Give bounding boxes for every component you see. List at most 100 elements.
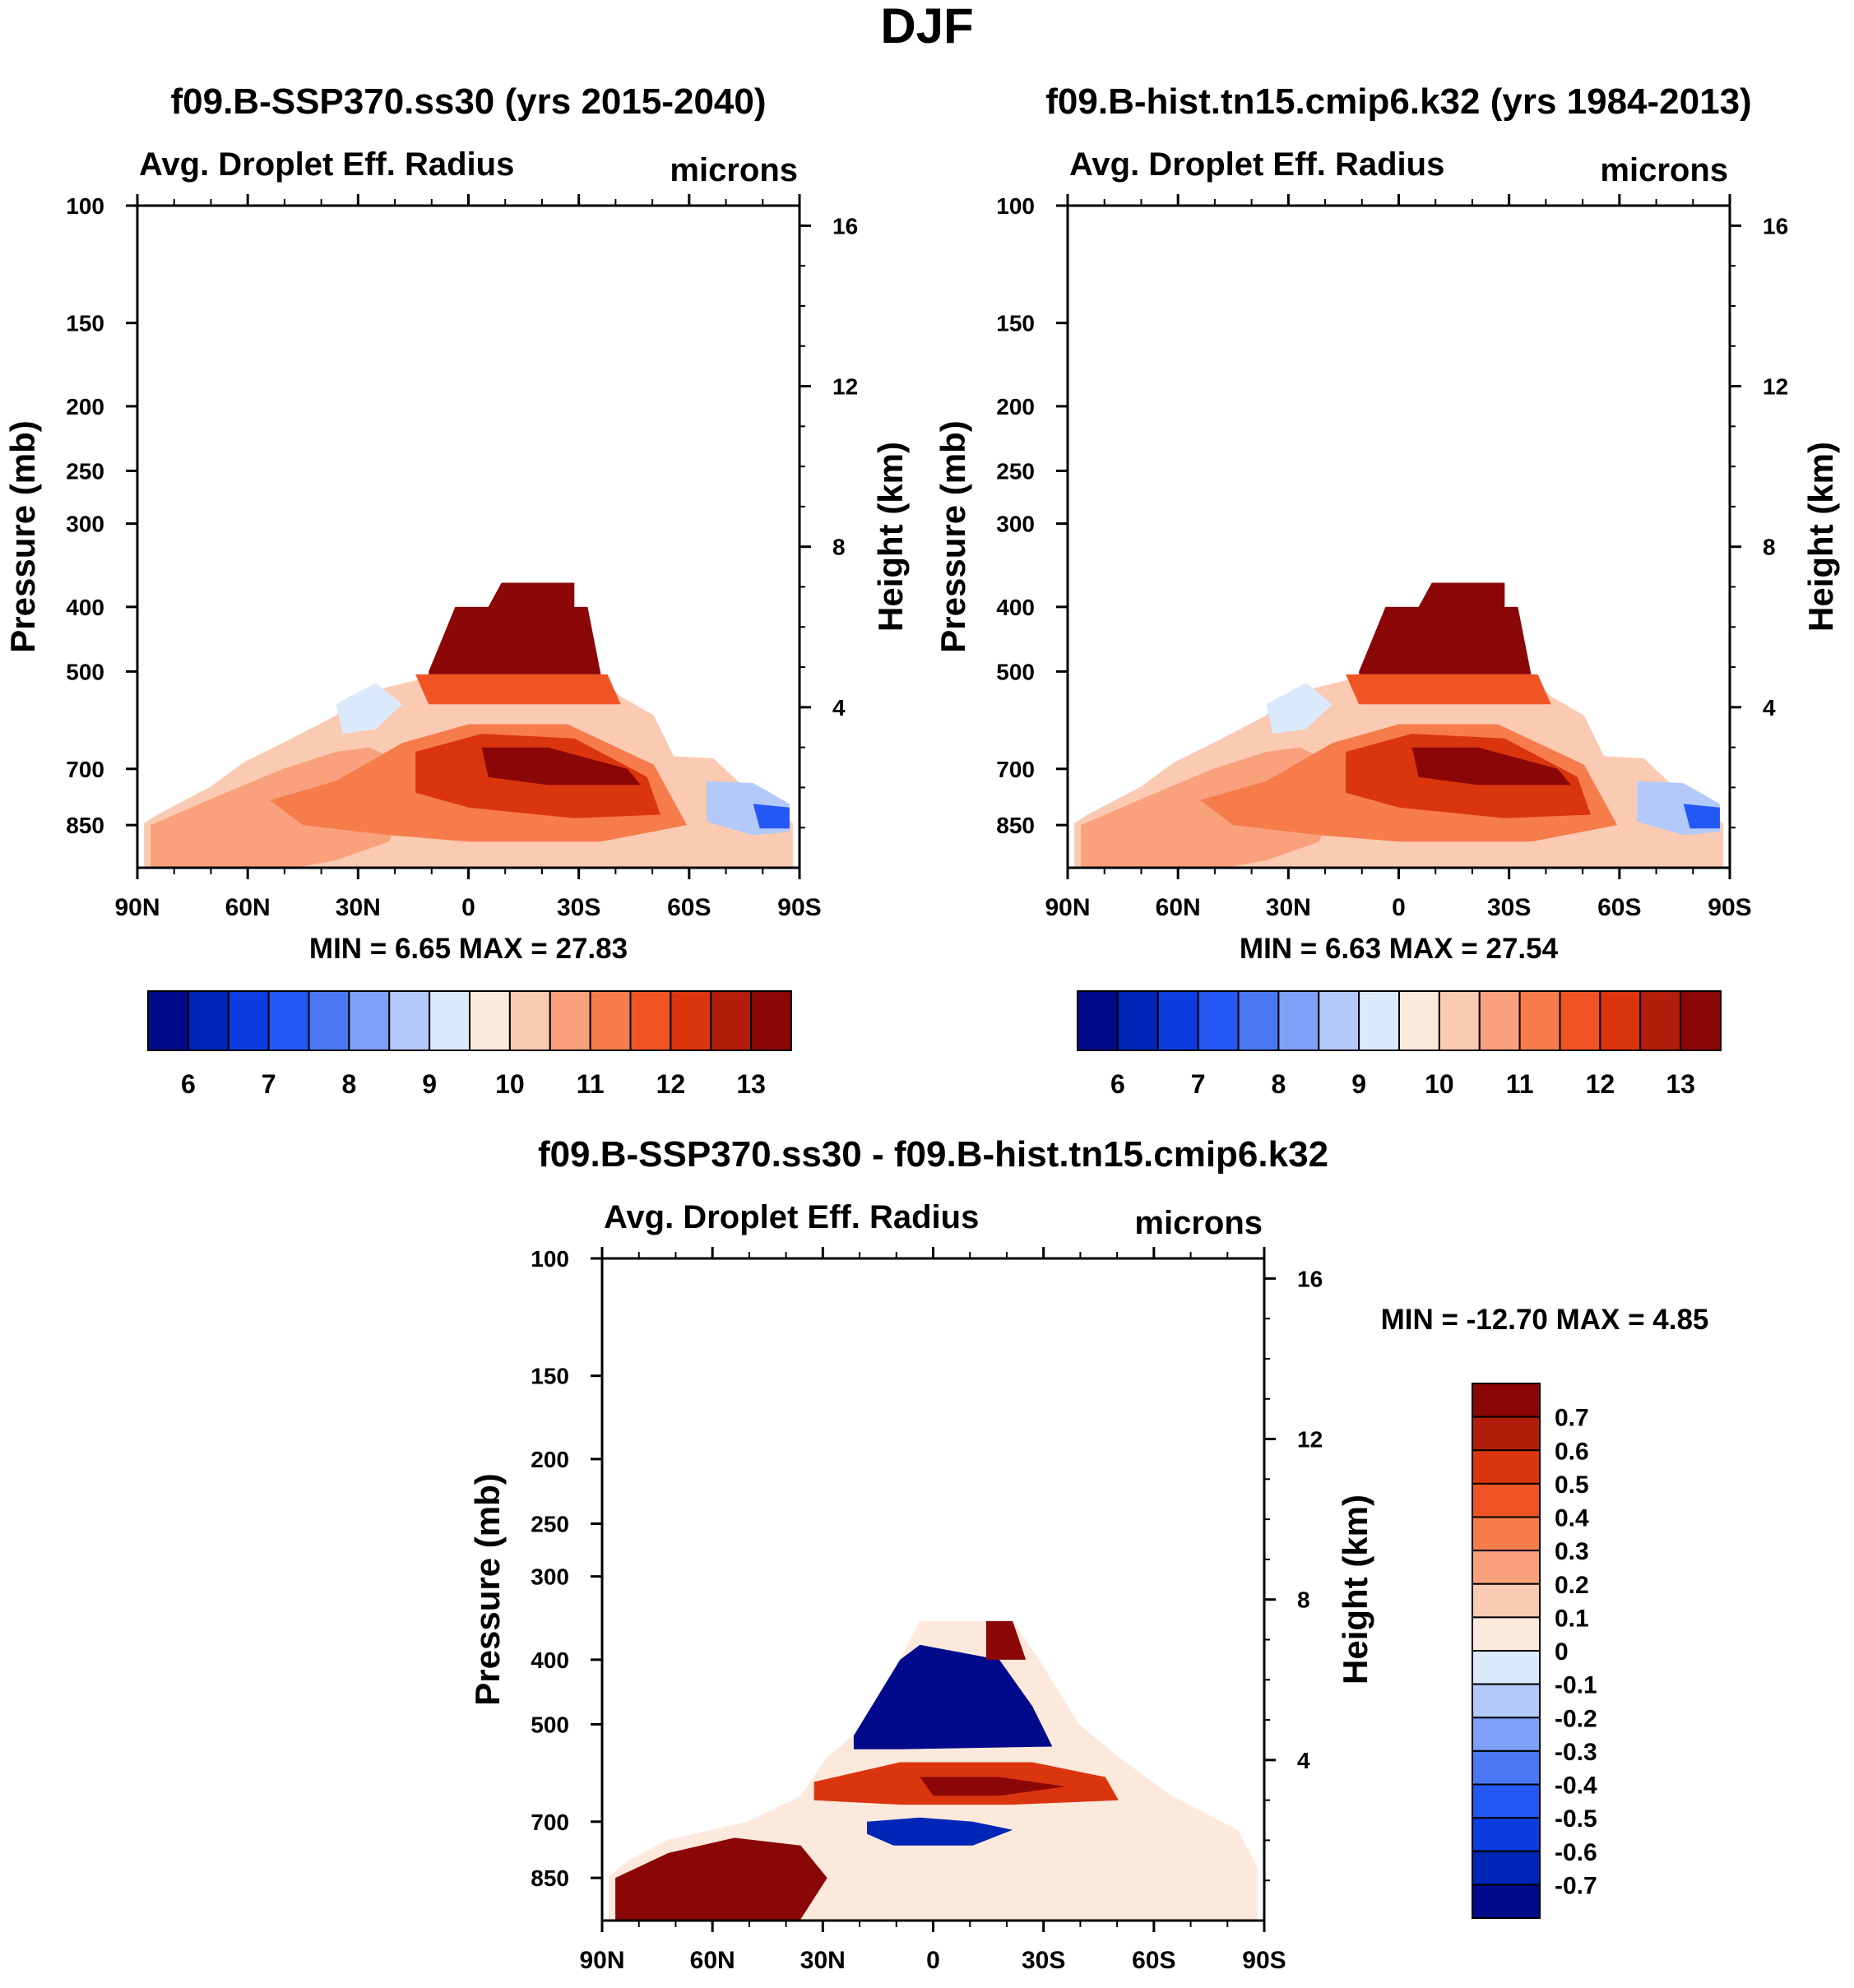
colorbar-label: 11 xyxy=(1506,1069,1534,1099)
y-tick-label: 500 xyxy=(531,1712,569,1737)
y-axis-title: Pressure (mb) xyxy=(468,1473,507,1705)
colorbar-cell xyxy=(1472,1482,1541,1518)
y-tick-label: 300 xyxy=(66,512,104,537)
colorbar-cell xyxy=(710,990,753,1051)
x-tick-label: 30N xyxy=(800,1947,846,1974)
x-tick-label: 30N xyxy=(1266,894,1311,921)
y-right-axis-title: Height (km) xyxy=(1336,1494,1374,1684)
colorbar-label: -0.6 xyxy=(1555,1839,1597,1866)
colorbar-label: 12 xyxy=(656,1069,686,1099)
colorbar-label: 6 xyxy=(181,1069,196,1099)
x-tick-label: 60S xyxy=(1132,1947,1175,1974)
colorbar-cell xyxy=(1472,1550,1541,1585)
y-tick-label: 500 xyxy=(66,659,104,684)
colorbar-label: -0.3 xyxy=(1555,1739,1597,1766)
colorbar-cell xyxy=(348,990,391,1051)
colorbar-cell xyxy=(1077,990,1119,1051)
colorbar-label: 6 xyxy=(1110,1069,1125,1099)
y-tick-label: 150 xyxy=(66,311,104,336)
colorbar-cell xyxy=(589,990,632,1051)
units-label: microns xyxy=(670,152,798,188)
colorbar-label: -0.2 xyxy=(1555,1705,1597,1732)
colorbar-cell xyxy=(1318,990,1360,1051)
colorbar-cell xyxy=(1398,990,1440,1051)
colorbar-cell xyxy=(549,990,591,1051)
colorbar-cell xyxy=(308,990,350,1051)
colorbar-cell xyxy=(1472,1416,1541,1452)
field-layer xyxy=(1359,582,1532,674)
colorbar-label: 9 xyxy=(422,1069,437,1099)
x-tick-label: 90S xyxy=(1708,894,1751,921)
field-layer xyxy=(415,674,621,705)
colorbar-label: -0.7 xyxy=(1555,1872,1597,1899)
panels: f09.B-SSP370.ss30 (yrs 2015-2040) Avg. Dr… xyxy=(3,81,1840,1974)
y-right-axis-title: Height (km) xyxy=(871,442,910,632)
colorbar-cell xyxy=(1438,990,1481,1051)
variable-label: Avg. Droplet Eff. Radius xyxy=(604,1199,979,1235)
colorbar-cell xyxy=(1472,1817,1541,1852)
colorbar-cell xyxy=(1472,1683,1541,1719)
colorbar-label: 8 xyxy=(341,1069,356,1099)
stats-label: MIN = 6.65 MAX = 27.83 xyxy=(309,933,628,965)
field-layer xyxy=(1411,747,1571,785)
y-tick-label: 300 xyxy=(531,1564,569,1590)
colorbar-label: 0.4 xyxy=(1555,1505,1589,1532)
colorbar-cell xyxy=(1472,1616,1541,1652)
y-tick-label: 250 xyxy=(66,458,104,484)
colorbar-cell xyxy=(1156,990,1199,1051)
units-label: microns xyxy=(1134,1205,1263,1241)
colorbar-cell xyxy=(1472,1717,1541,1752)
y-tick-label: 500 xyxy=(996,659,1035,684)
colorbar-label: 13 xyxy=(736,1069,766,1099)
y-tick-label: 200 xyxy=(531,1447,569,1472)
field-layer xyxy=(336,683,402,734)
y-tick-label: 100 xyxy=(996,193,1035,219)
y-tick-label: 700 xyxy=(531,1810,569,1835)
colorbar-label: 0.2 xyxy=(1555,1572,1589,1599)
field-layer xyxy=(1346,674,1551,705)
data-field xyxy=(144,582,793,868)
colorbar-cell xyxy=(388,990,431,1051)
x-tick-label: 0 xyxy=(1392,894,1406,921)
field-layer xyxy=(1683,804,1720,829)
y-tick-label: 850 xyxy=(996,813,1035,838)
colorbar-label: 11 xyxy=(577,1069,605,1099)
field-layer xyxy=(867,1817,1013,1846)
x-tick-label: 90N xyxy=(579,1947,624,1974)
data-field xyxy=(1074,582,1723,868)
x-tick-label: 30S xyxy=(1022,1947,1065,1974)
y-tick-label: 400 xyxy=(531,1647,569,1673)
y-tick-label: 700 xyxy=(66,757,104,782)
panel-diff: f09.B-SSP370.ss30 - f09.B-hist.tn15.cmip… xyxy=(468,1134,1708,1974)
y-tick-label: 100 xyxy=(531,1246,569,1272)
panel-title: f09.B-SSP370.ss30 - f09.B-hist.tn15.cmip… xyxy=(538,1134,1328,1175)
y-right-tick-label: 12 xyxy=(832,374,858,400)
colorbar-cell xyxy=(1358,990,1400,1051)
stats-label: MIN = 6.63 MAX = 27.54 xyxy=(1240,933,1559,965)
x-tick-label: 30S xyxy=(557,894,600,921)
colorbar-cell xyxy=(1472,1383,1541,1418)
colorbar-cell xyxy=(1518,990,1561,1051)
colorbar-label: 0.1 xyxy=(1555,1605,1589,1632)
colorbar-cell xyxy=(187,990,229,1051)
colorbar-cell xyxy=(1639,990,1682,1051)
colorbar-cell xyxy=(1197,990,1240,1051)
panel-ssp370: f09.B-SSP370.ss30 (yrs 2015-2040) Avg. Dr… xyxy=(3,81,910,1099)
y-tick-label: 150 xyxy=(531,1364,569,1389)
colorbar-cell xyxy=(1472,1650,1541,1685)
colorbar-cell xyxy=(1472,1449,1541,1485)
colorbar-cell xyxy=(1680,990,1722,1051)
colorbar-cell xyxy=(1116,990,1159,1051)
field-layer xyxy=(481,747,641,785)
colorbar-cell xyxy=(1472,1884,1541,1919)
field-layer xyxy=(920,1777,1066,1796)
colorbar-cell xyxy=(670,990,712,1051)
colorbar-label: 0.5 xyxy=(1555,1471,1589,1499)
field-layer xyxy=(615,1837,827,1921)
x-tick-label: 30S xyxy=(1487,894,1531,921)
colorbar-cell xyxy=(1472,1783,1541,1819)
y-tick-label: 850 xyxy=(531,1865,569,1891)
variable-label: Avg. Droplet Eff. Radius xyxy=(1069,146,1444,183)
colorbar-label: 0.6 xyxy=(1555,1438,1589,1465)
y-tick-label: 700 xyxy=(996,757,1035,782)
